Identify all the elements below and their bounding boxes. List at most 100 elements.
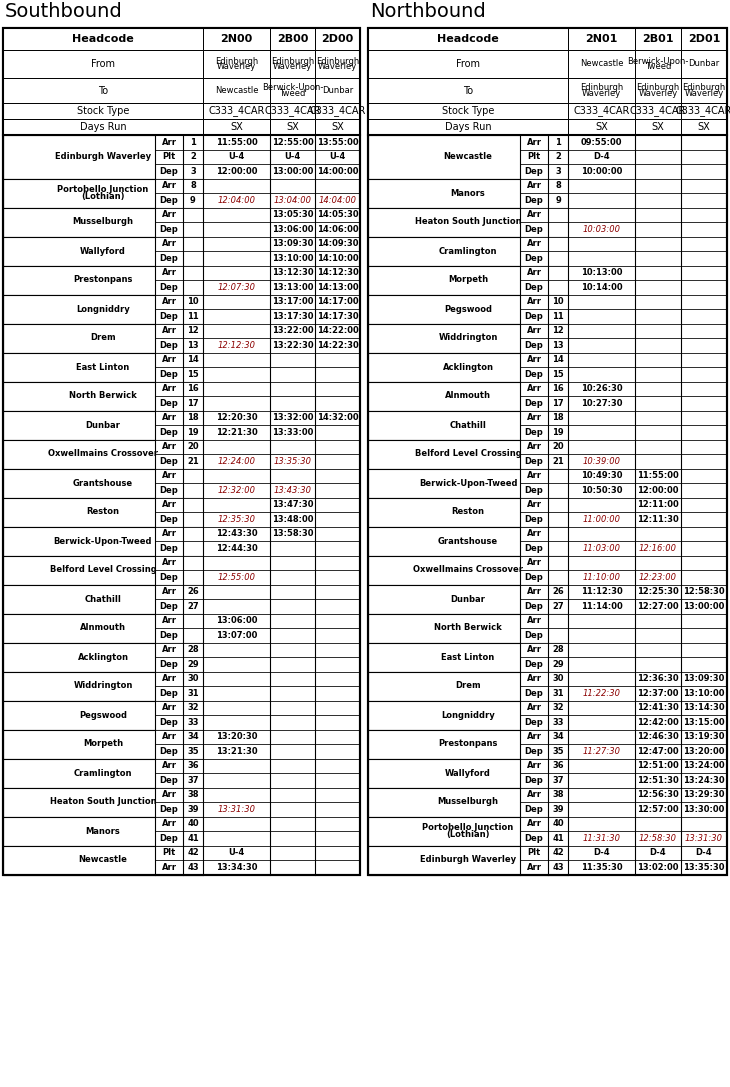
Bar [270, 830, 315, 846]
Text: 13:19:30: 13:19:30 [683, 733, 725, 741]
Text: Dep: Dep [160, 225, 178, 234]
Text: 17: 17 [552, 399, 564, 408]
Text: Heaton South Junction: Heaton South Junction [415, 217, 521, 226]
Bar [155, 744, 183, 759]
Bar [568, 715, 635, 729]
Text: Arr: Arr [161, 616, 177, 625]
Bar [681, 411, 727, 425]
Bar [315, 295, 360, 309]
Text: (Lothian): (Lothian) [81, 191, 125, 200]
Text: Arr: Arr [161, 138, 177, 147]
Bar [568, 512, 635, 526]
Text: 13:31:30: 13:31:30 [218, 804, 256, 814]
Bar [155, 222, 183, 237]
Bar [635, 599, 681, 613]
Bar [183, 541, 203, 555]
Bar [3, 846, 203, 875]
Bar [183, 222, 203, 237]
Bar [270, 251, 315, 265]
Bar [520, 222, 548, 237]
Bar [681, 50, 727, 78]
Bar [520, 657, 548, 672]
Bar [270, 585, 315, 599]
Bar [568, 439, 635, 454]
Bar [635, 787, 681, 802]
Bar [635, 50, 681, 78]
Bar [203, 541, 270, 555]
Text: Prestonpans: Prestonpans [438, 739, 498, 749]
Bar [270, 468, 315, 483]
Bar [270, 164, 315, 178]
Bar [315, 193, 360, 208]
Bar [203, 178, 270, 193]
Bar [568, 178, 635, 193]
Text: Dep: Dep [525, 196, 543, 204]
Bar [203, 439, 270, 454]
Text: Morpeth: Morpeth [448, 275, 488, 285]
Bar [548, 700, 568, 715]
Bar [368, 526, 568, 555]
Text: 26: 26 [552, 587, 564, 597]
Bar [270, 439, 315, 454]
Bar [568, 78, 635, 103]
Text: Dep: Dep [160, 196, 178, 204]
Text: 11:12:30: 11:12:30 [580, 587, 623, 597]
Bar [568, 222, 635, 237]
Text: 13:55:00: 13:55:00 [317, 138, 358, 147]
Bar [368, 411, 568, 439]
Bar [183, 613, 203, 628]
Bar [520, 773, 548, 787]
Bar [568, 570, 635, 585]
Bar [568, 103, 635, 118]
Bar [3, 237, 203, 265]
Bar [635, 103, 681, 118]
Text: Dep: Dep [160, 340, 178, 350]
Bar [368, 382, 568, 411]
Bar [568, 265, 635, 280]
Bar [315, 744, 360, 759]
Text: 19: 19 [552, 428, 564, 437]
Text: Reston: Reston [451, 508, 485, 516]
Bar [368, 295, 568, 324]
Bar [183, 208, 203, 222]
Text: 35: 35 [552, 747, 564, 755]
Text: SX: SX [698, 122, 710, 132]
Bar [183, 396, 203, 411]
Bar [548, 541, 568, 555]
Text: Longniddry: Longniddry [441, 711, 495, 720]
Bar [155, 657, 183, 672]
Bar [203, 729, 270, 744]
Text: Arr: Arr [526, 297, 542, 307]
Text: 12:51:30: 12:51:30 [637, 776, 679, 785]
Text: 13:30:00: 13:30:00 [683, 804, 725, 814]
Bar [681, 512, 727, 526]
Bar [635, 585, 681, 599]
Bar [270, 787, 315, 802]
Text: Arr: Arr [161, 384, 177, 393]
Text: Waverley: Waverley [685, 89, 723, 98]
Bar [155, 208, 183, 222]
Text: 2: 2 [555, 152, 561, 161]
Text: Wallyford: Wallyford [445, 769, 491, 777]
Bar [183, 686, 203, 700]
Bar [203, 164, 270, 178]
Bar [155, 367, 183, 382]
Bar [635, 150, 681, 164]
Text: 19: 19 [187, 428, 199, 437]
Text: Edinburgh: Edinburgh [683, 84, 726, 92]
Bar [568, 425, 635, 439]
Bar [681, 237, 727, 251]
Text: Portobello Junction: Portobello Junction [58, 186, 149, 195]
Bar [203, 193, 270, 208]
Bar [183, 599, 203, 613]
Text: 27: 27 [187, 602, 199, 611]
Bar [548, 555, 568, 570]
Bar [368, 642, 568, 672]
Bar [3, 498, 203, 526]
Text: Arr: Arr [161, 297, 177, 307]
Bar [315, 860, 360, 875]
Text: 14:22:00: 14:22:00 [317, 326, 358, 335]
Bar [315, 613, 360, 628]
Bar [203, 367, 270, 382]
Text: East Linton: East Linton [442, 652, 495, 662]
